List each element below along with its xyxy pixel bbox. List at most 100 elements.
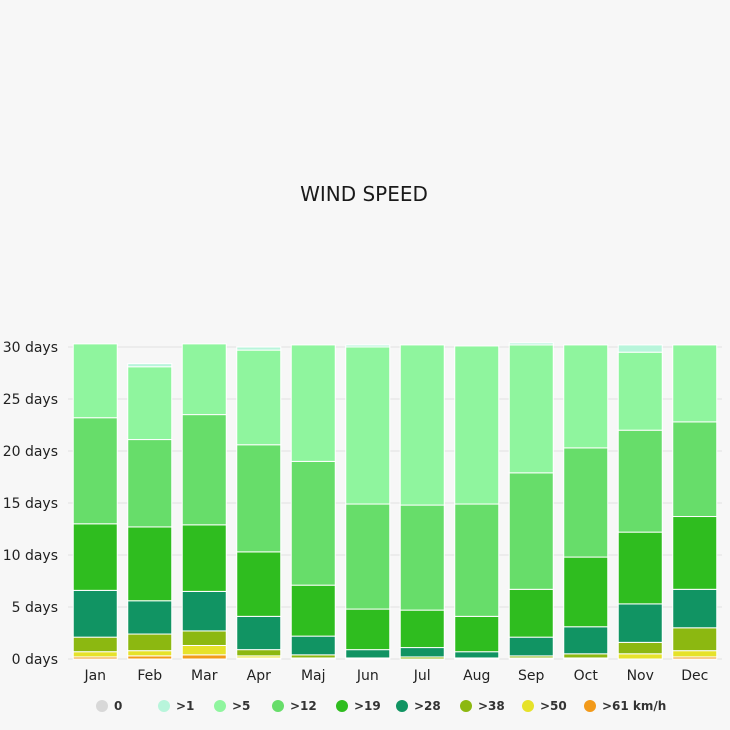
bar-segment[interactable] [127, 366, 173, 441]
legend-item[interactable]: >50 [522, 699, 567, 713]
gridlines [68, 346, 722, 660]
bar-segment[interactable] [399, 609, 445, 649]
legend-item[interactable]: >5 [214, 699, 250, 713]
bar-segment[interactable] [345, 503, 391, 610]
legend-item[interactable]: >19 [336, 699, 381, 713]
y-tick-label: 30 days [3, 340, 58, 356]
bar-segment[interactable] [181, 343, 227, 416]
legend-item[interactable]: >61 km/h [584, 699, 666, 713]
bar-segment[interactable] [508, 588, 554, 638]
bar-segment[interactable] [181, 414, 227, 526]
x-tick-label: Jul [413, 668, 431, 684]
bar-segment[interactable] [181, 644, 227, 656]
bar-segment[interactable] [454, 503, 500, 617]
legend-swatch [336, 700, 348, 712]
bar-segment[interactable] [563, 653, 609, 659]
bar-segment[interactable] [563, 447, 609, 558]
legend-swatch [396, 700, 408, 712]
bar-segment[interactable] [72, 589, 118, 638]
x-tick-label: Jun [356, 668, 379, 684]
chart-title: WIND SPEED [300, 182, 428, 206]
legend-label: >5 [232, 699, 250, 713]
bar-segment[interactable] [617, 641, 663, 655]
bar-segment[interactable] [236, 551, 282, 617]
bar-segment[interactable] [236, 444, 282, 553]
bar-segment[interactable] [563, 344, 609, 449]
bar-segment[interactable] [127, 526, 173, 602]
x-tick-label: Dec [681, 668, 708, 684]
legend-label: 0 [114, 699, 122, 713]
bar-segment[interactable] [181, 654, 227, 660]
bar-segment[interactable] [672, 344, 718, 423]
bar-segment[interactable] [399, 504, 445, 611]
x-tick-label: Mar [191, 668, 218, 684]
bar-segment[interactable] [617, 603, 663, 643]
bar-segment[interactable] [617, 531, 663, 605]
bars [72, 342, 718, 660]
bar-segment[interactable] [236, 349, 282, 446]
bar-segment[interactable] [563, 626, 609, 655]
bar-segment[interactable] [617, 653, 663, 660]
bar-segment[interactable] [672, 627, 718, 652]
bar-segment[interactable] [508, 472, 554, 590]
bar-segment[interactable] [236, 615, 282, 651]
bar-segment[interactable] [127, 650, 173, 657]
legend-label: >1 [176, 699, 194, 713]
bar-segment[interactable] [617, 344, 663, 353]
bar-segment[interactable] [508, 636, 554, 657]
bar-segment[interactable] [617, 351, 663, 431]
bar-segment[interactable] [617, 429, 663, 533]
bar-segment[interactable] [454, 615, 500, 653]
bar-segment[interactable] [454, 345, 500, 505]
bar-segment[interactable] [345, 649, 391, 659]
bar-segment[interactable] [236, 346, 282, 351]
legend-swatch [522, 700, 534, 712]
bar-segment[interactable] [399, 344, 445, 506]
bar-segment[interactable] [127, 600, 173, 635]
bar-segment[interactable] [181, 630, 227, 646]
bar-segment[interactable] [345, 608, 391, 651]
bar-segment[interactable] [508, 344, 554, 474]
bar-segment[interactable] [345, 346, 391, 505]
x-tick-label: Oct [574, 668, 599, 684]
bar-segment[interactable] [345, 344, 391, 348]
bar-segment[interactable] [181, 590, 227, 632]
bar-segment[interactable] [508, 342, 554, 346]
bar-segment[interactable] [72, 651, 118, 658]
bar-segment[interactable] [72, 523, 118, 591]
bar-segment[interactable] [454, 651, 500, 659]
bar-segment[interactable] [290, 584, 336, 637]
bar-segment[interactable] [127, 439, 173, 528]
x-tick-label: Feb [137, 668, 162, 684]
legend-item[interactable]: >1 [158, 699, 194, 713]
legend-item[interactable]: 0 [96, 699, 122, 713]
legend-swatch [96, 700, 108, 712]
legend-item[interactable]: >12 [272, 699, 317, 713]
bar-segment[interactable] [290, 635, 336, 656]
bar-segment[interactable] [399, 647, 445, 658]
y-tick-label: 10 days [3, 548, 58, 564]
legend-label: >12 [290, 699, 317, 713]
bar-segment[interactable] [672, 516, 718, 590]
x-tick-label: Apr [247, 668, 271, 684]
legend: 0 >1 >5 >12 >19 >28 >38 >50 >61 km/h [96, 699, 666, 713]
bar-segment[interactable] [72, 343, 118, 419]
legend-label: >61 km/h [602, 699, 666, 713]
bar-segment[interactable] [672, 650, 718, 658]
bar-segment[interactable] [127, 633, 173, 652]
bar-segment[interactable] [72, 417, 118, 525]
bar-segment[interactable] [672, 588, 718, 629]
legend-swatch [460, 700, 472, 712]
bar-segment[interactable] [290, 460, 336, 586]
bar-segment[interactable] [181, 524, 227, 592]
bar-segment[interactable] [127, 363, 173, 368]
bar-segment[interactable] [290, 344, 336, 462]
legend-item[interactable]: >38 [460, 699, 505, 713]
bar-segment[interactable] [236, 649, 282, 657]
bar-segment[interactable] [72, 636, 118, 653]
legend-swatch [272, 700, 284, 712]
bar-segment[interactable] [672, 421, 718, 518]
legend-item[interactable]: >28 [396, 699, 441, 713]
bar-segment[interactable] [563, 556, 609, 628]
